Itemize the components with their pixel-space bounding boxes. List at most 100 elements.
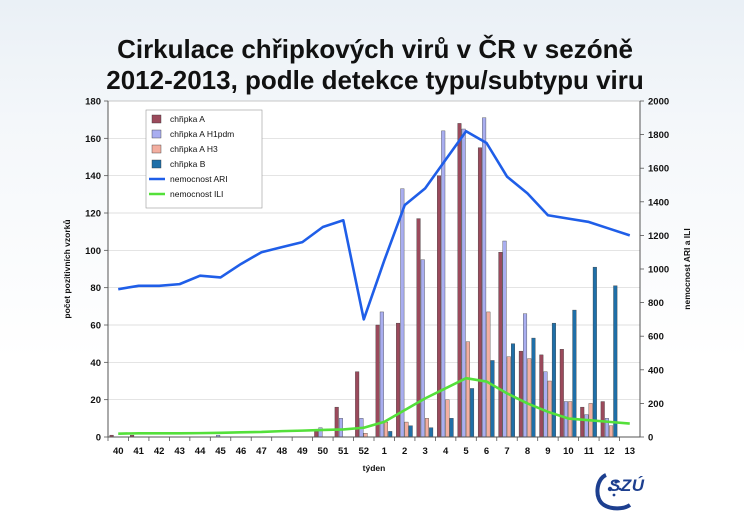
legend-swatch (151, 159, 162, 169)
x-tick-label: 4 (443, 446, 449, 457)
bar (404, 421, 409, 438)
bar (600, 401, 605, 438)
x-tick-label: 49 (297, 446, 308, 457)
bar (551, 322, 556, 438)
bar (457, 123, 462, 438)
bar (531, 337, 536, 438)
y-right-tick-label: 0 (648, 433, 653, 444)
bar (506, 356, 511, 438)
legend: chřipka A chřipka A H1pdm chřipka A H3 chři… (145, 109, 263, 209)
x-tick-label: 5 (463, 446, 469, 457)
bar (498, 252, 503, 438)
x-tick-label: 50 (318, 446, 329, 457)
bar (482, 117, 487, 438)
x-tick-label: 52 (358, 446, 369, 457)
bar (461, 128, 466, 438)
bar (559, 349, 564, 438)
bar (375, 324, 380, 438)
y-axis-right-title: nemocnost ARI a ILI (682, 228, 692, 309)
szu-logo-text: SZÚ (609, 476, 645, 495)
bar (543, 371, 548, 438)
legend-label: nemocnost ARI (170, 174, 228, 184)
szu-logo-icon (595, 473, 632, 511)
y-left-tick-label: 0 (96, 433, 101, 444)
x-tick-label: 7 (504, 446, 509, 457)
y-left-tick-label: 80 (90, 283, 101, 294)
bar (580, 406, 585, 438)
y-right-tick-label: 1400 (648, 197, 669, 208)
bar (584, 414, 589, 438)
x-tick-label: 3 (423, 446, 428, 457)
bar (314, 431, 319, 438)
legend-label: chřipka A H3 (170, 144, 218, 154)
series-line (118, 376, 630, 435)
y-right-tick-label: 1800 (648, 130, 669, 141)
bar (470, 388, 475, 438)
y-axis-left-title: počet pozitivních vzorků (62, 219, 72, 318)
bar (429, 427, 434, 438)
bar (486, 311, 491, 438)
y-right-tick-label: 400 (648, 365, 664, 376)
bar (338, 418, 343, 438)
bar (408, 425, 413, 438)
y-left-tick-label: 120 (85, 209, 101, 220)
legend-label: nemocnost ILI (170, 189, 223, 199)
bar (449, 418, 454, 438)
bar (502, 240, 507, 438)
legend-swatch (151, 129, 162, 139)
bar (437, 175, 441, 438)
bar (384, 421, 389, 438)
x-tick-label: 13 (624, 446, 635, 457)
x-tick-label: 11 (584, 446, 595, 457)
bar (490, 360, 495, 438)
y-right-tick-label: 1000 (648, 265, 669, 276)
x-tick-label: 45 (215, 446, 226, 457)
x-tick-label: 46 (236, 446, 247, 457)
bar-series (109, 117, 618, 438)
bar (518, 350, 523, 438)
chart-title-line-1: Cirkulace chřipkových virů v ČR v sezóně (117, 34, 633, 64)
bar (477, 147, 482, 438)
bar (523, 313, 528, 438)
y-left-tick-label: 20 (90, 395, 101, 406)
y-right-tick-label: 600 (648, 332, 664, 343)
x-tick-label: 47 (256, 446, 267, 457)
x-tick-label: 2 (402, 446, 407, 457)
bar (400, 188, 405, 438)
y-left-tick-label: 60 (90, 321, 101, 332)
x-tick-label: 6 (484, 446, 489, 457)
bar (396, 322, 401, 438)
x-axis-title: týden (363, 463, 386, 473)
y-left-tick-label: 140 (85, 171, 101, 182)
x-tick-label: 9 (545, 446, 550, 457)
bar (334, 406, 339, 438)
bar (609, 425, 614, 438)
legend-box (145, 109, 263, 209)
bar (424, 418, 429, 438)
bar (445, 399, 450, 438)
y-left-tick-label: 40 (90, 358, 101, 369)
x-tick-label: 48 (277, 446, 288, 457)
y-left-tick-label: 100 (85, 246, 101, 257)
y-right-tick-label: 2000 (648, 97, 669, 108)
bar (527, 358, 532, 438)
bar (465, 341, 470, 438)
axes: 0204060801001201401601800200400600800100… (62, 97, 692, 474)
y-left-tick-label: 180 (85, 97, 101, 108)
legend-label: chřipka A (170, 114, 205, 124)
x-tick-label: 10 (563, 446, 574, 457)
x-tick-label: 1 (382, 446, 388, 457)
y-right-tick-label: 1600 (648, 164, 669, 175)
bar (613, 285, 618, 438)
bar (592, 266, 597, 438)
x-tick-label: 43 (174, 446, 185, 457)
x-tick-label: 40 (113, 446, 124, 457)
y-right-tick-label: 1200 (648, 231, 669, 242)
line-series (118, 129, 631, 435)
x-tick-label: 44 (195, 446, 206, 457)
y-left-tick-label: 160 (85, 134, 101, 145)
legend-swatch (151, 144, 162, 154)
y-right-tick-label: 200 (648, 399, 664, 410)
